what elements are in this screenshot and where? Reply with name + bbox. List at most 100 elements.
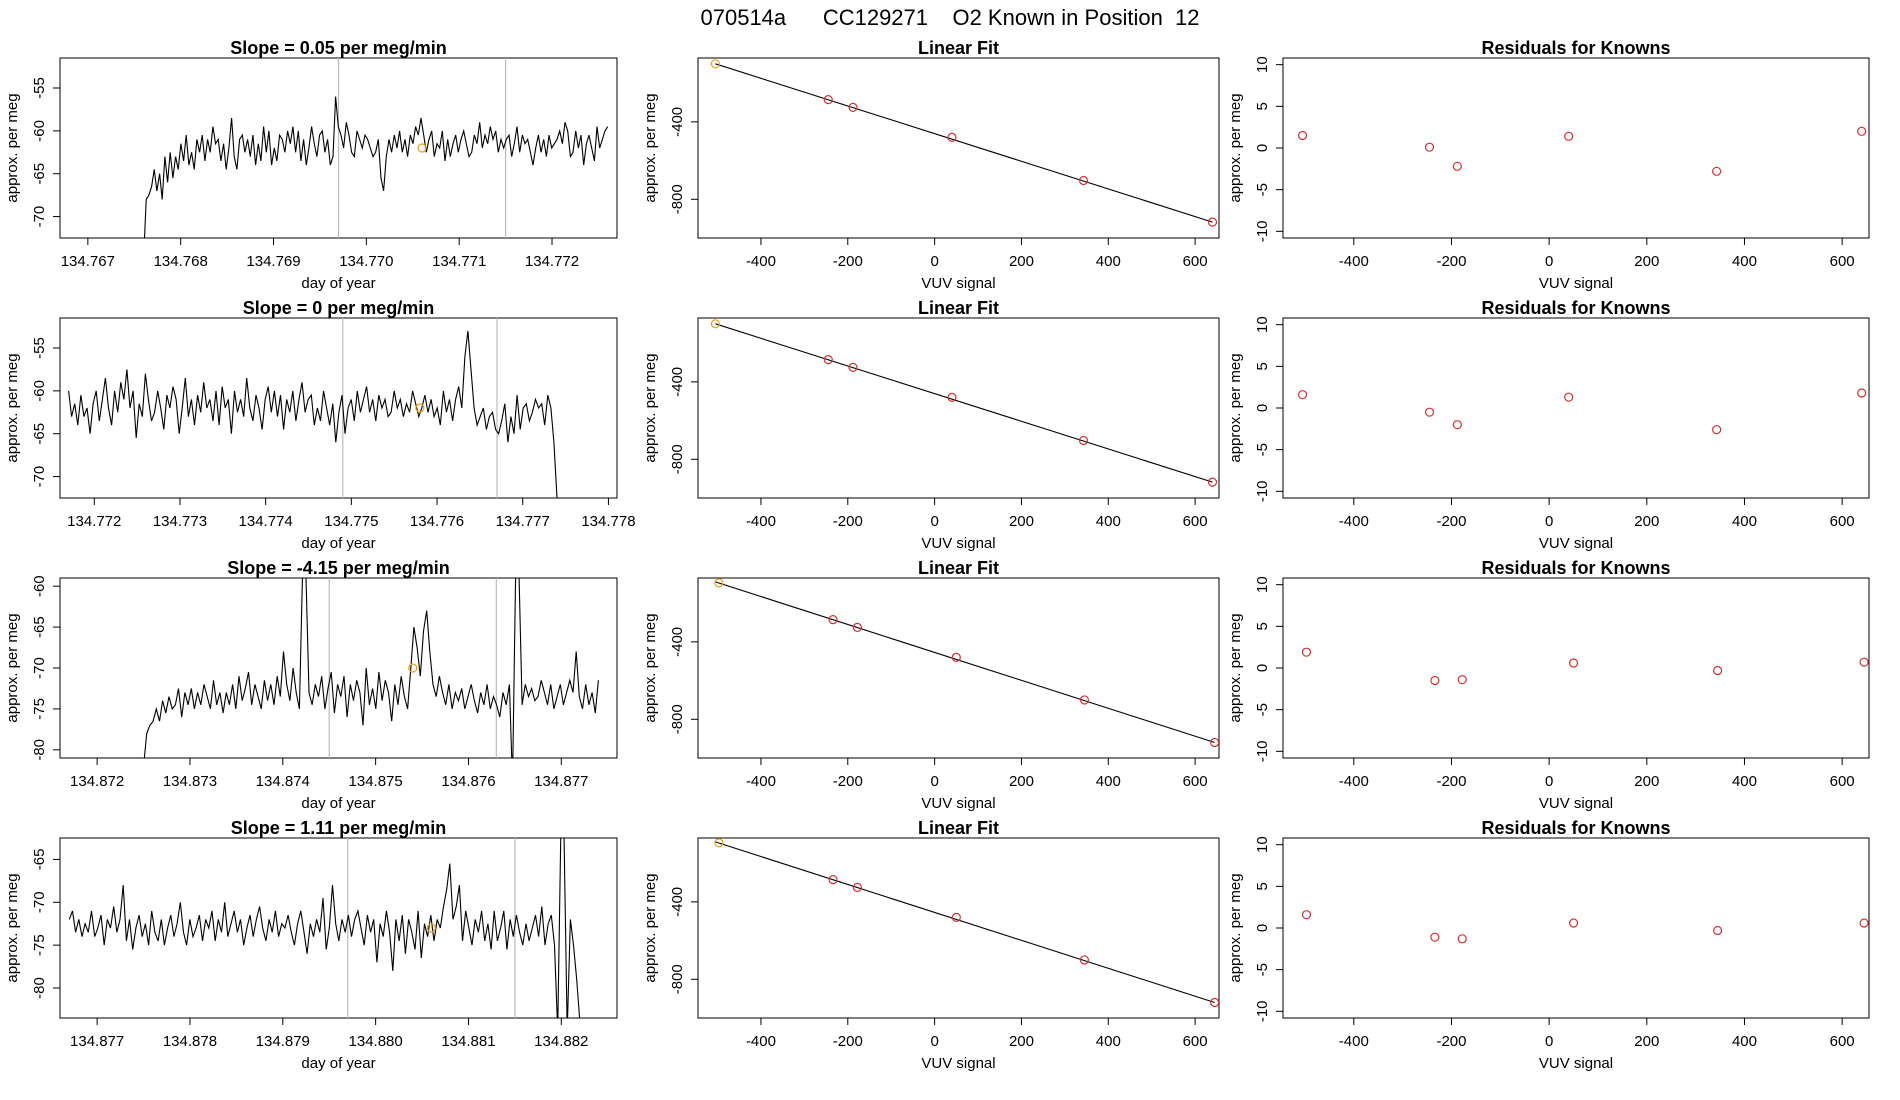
y-tick-label: -60 <box>31 380 48 402</box>
y-tick-label: 5 <box>1254 102 1271 110</box>
plot-frame <box>59 577 618 759</box>
x-tick-label: 134.776 <box>410 513 464 530</box>
data-point <box>1301 910 1312 920</box>
y-tick-label: -400 <box>669 887 686 917</box>
panel-r2c1: Linear Fit VUV signal approx. per meg -400 -… <box>642 558 1220 812</box>
x-tick-label: 134.878 <box>163 1033 217 1050</box>
x-tick-label: 400 <box>1732 773 1757 790</box>
y-tick-label: -800 <box>669 444 686 474</box>
data-point <box>823 95 833 105</box>
x-tick-label: 600 <box>1830 513 1855 530</box>
data-point <box>710 319 720 329</box>
panel-r1c1: Linear Fit VUV signal approx. per meg -400 -… <box>642 298 1220 552</box>
x-tick-label: -200 <box>833 1033 863 1050</box>
data-point <box>1859 657 1869 667</box>
data-point <box>1457 934 1467 944</box>
y-tick-label: 10 <box>1254 56 1271 73</box>
y-axis-label: approx. per meg <box>1227 873 1244 982</box>
highlight-point <box>426 923 436 933</box>
panel-r1c0: Slope = 0 per meg/min day of year approx. … <box>4 298 636 552</box>
data-point <box>828 875 838 885</box>
panel-r2c0: Slope = -4.15 per meg/min day of year appr… <box>4 558 618 812</box>
plot-area <box>714 578 1219 748</box>
panel-title: Slope = 0 per meg/min <box>243 298 435 318</box>
panel-title: Residuals for Knowns <box>1481 558 1670 578</box>
plot-area <box>1301 647 1869 686</box>
x-tick-label: 134.770 <box>339 253 393 270</box>
x-axis-label: VUV signal <box>921 535 995 552</box>
x-tick-label: -400 <box>1339 1033 1369 1050</box>
plot-area <box>710 319 1218 487</box>
y-tick-label: 0 <box>1254 924 1271 932</box>
x-tick-label: 200 <box>1009 773 1034 790</box>
x-axis-label: day of year <box>301 795 375 812</box>
x-tick-label: -400 <box>746 1033 776 1050</box>
panel-title: Slope = 1.11 per meg/min <box>231 818 447 838</box>
data-point <box>848 362 858 372</box>
x-tick-label: 200 <box>1009 513 1034 530</box>
x-axis-label: VUV signal <box>921 795 995 812</box>
panel-title: Residuals for Knowns <box>1481 818 1670 838</box>
x-tick-label: 400 <box>1096 773 1121 790</box>
y-tick-label: 0 <box>1254 144 1271 152</box>
x-tick-label: -200 <box>1436 513 1466 530</box>
x-tick-label: 134.882 <box>534 1033 588 1050</box>
x-tick-label: 134.772 <box>67 513 121 530</box>
series-line <box>68 330 558 498</box>
y-tick-label: 5 <box>1254 882 1271 890</box>
y-tick-label: 0 <box>1254 404 1271 412</box>
data-point <box>951 912 961 922</box>
data-point <box>1207 477 1218 487</box>
x-tick-label: 400 <box>1732 253 1757 270</box>
panel-r3c0: Slope = 1.11 per meg/min day of year appro… <box>4 818 618 1072</box>
x-tick-label: -400 <box>746 253 776 270</box>
x-tick-label: 134.777 <box>496 513 550 530</box>
plot-area <box>714 838 1219 1008</box>
x-tick-label: 134.877 <box>70 1033 124 1050</box>
plot-frame <box>697 837 1220 1019</box>
fit-line <box>715 841 1215 1004</box>
data-point <box>1712 166 1722 176</box>
data-point <box>1301 647 1312 657</box>
x-tick-label: 200 <box>1009 1033 1034 1050</box>
panel-title: Residuals for Knowns <box>1481 298 1670 318</box>
data-point <box>714 578 724 588</box>
x-axis-label: day of year <box>301 275 375 292</box>
data-point <box>1430 932 1440 942</box>
data-point <box>1568 918 1579 928</box>
y-tick-label: -70 <box>31 466 48 488</box>
data-point <box>852 882 862 892</box>
y-tick-label: -60 <box>31 575 48 597</box>
data-point <box>1452 420 1462 430</box>
x-tick-label: 600 <box>1183 773 1208 790</box>
x-tick-label: 600 <box>1183 253 1208 270</box>
plot-area <box>1301 910 1869 944</box>
y-tick-label: -5 <box>1254 443 1271 456</box>
y-axis-label: approx. per meg <box>4 873 21 982</box>
data-point <box>1079 695 1090 705</box>
x-tick-label: 200 <box>1634 773 1659 790</box>
y-tick-label: -65 <box>31 849 48 871</box>
data-point <box>823 355 833 365</box>
y-tick-label: -400 <box>669 627 686 657</box>
x-tick-label: 0 <box>1545 773 1553 790</box>
data-point <box>1713 925 1723 936</box>
x-tick-label: 0 <box>1545 253 1553 270</box>
plot-area <box>68 838 581 1018</box>
x-tick-label: 600 <box>1830 773 1855 790</box>
panels: Slope = 0.05 per meg/min day of year appro… <box>4 38 1870 1072</box>
panel-title: Residuals for Knowns <box>1481 38 1670 58</box>
data-point <box>951 652 961 662</box>
plot-frame <box>1282 317 1870 499</box>
panel-r3c1: Linear Fit VUV signal approx. per meg -400 -… <box>642 818 1220 1072</box>
x-tick-label: -400 <box>1339 513 1369 530</box>
x-tick-label: 0 <box>930 513 938 530</box>
plot-frame <box>59 317 618 499</box>
y-tick-label: -80 <box>31 977 48 999</box>
data-point <box>1079 955 1090 965</box>
fit-line <box>715 63 1213 223</box>
x-axis-label: day of year <box>301 535 375 552</box>
plot-area <box>143 578 599 758</box>
x-tick-label: 134.875 <box>349 773 403 790</box>
